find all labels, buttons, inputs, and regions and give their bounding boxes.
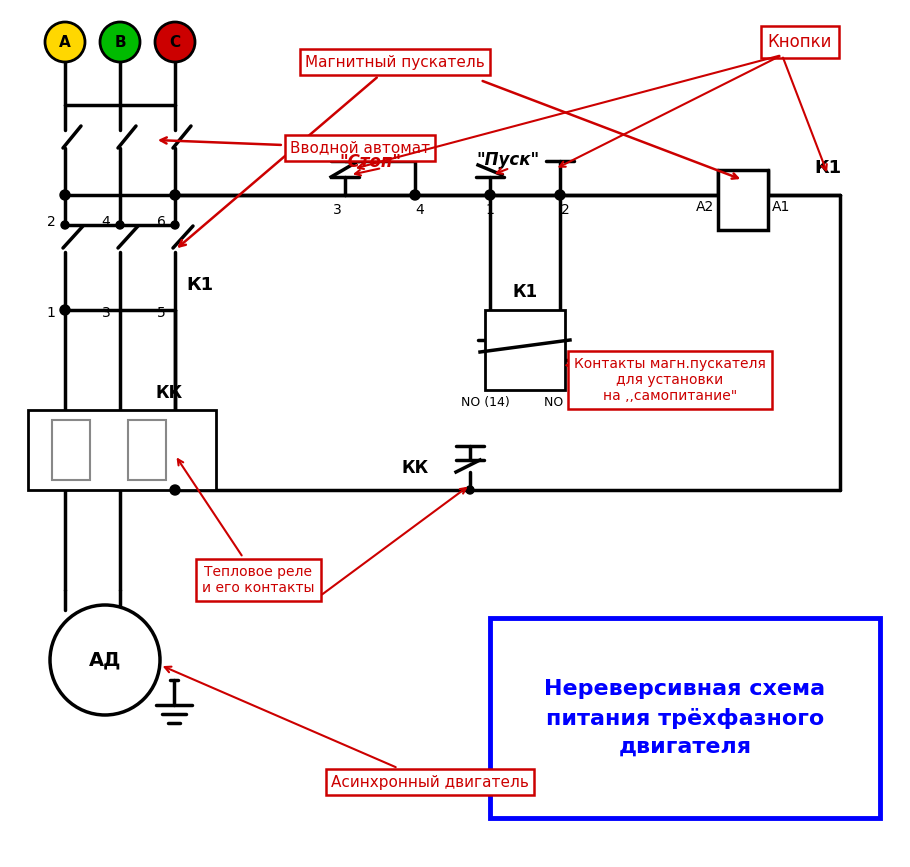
Text: "Стоп": "Стоп" — [339, 153, 401, 171]
Text: 4: 4 — [102, 215, 110, 229]
Text: Магнитный пускатель: Магнитный пускатель — [179, 55, 485, 246]
Text: 3: 3 — [102, 306, 110, 320]
Text: АД: АД — [89, 650, 121, 669]
Text: 4: 4 — [416, 203, 424, 217]
Text: А1: А1 — [772, 200, 791, 214]
Bar — [128, 420, 166, 480]
Text: Кнопки: Кнопки — [768, 33, 832, 51]
FancyBboxPatch shape — [490, 618, 880, 818]
Circle shape — [60, 305, 70, 315]
Circle shape — [171, 221, 179, 229]
Text: NO (14): NO (14) — [460, 395, 510, 408]
Text: Контакты магн.пускателя
для установки
на ,,самопитание": Контакты магн.пускателя для установки на… — [567, 357, 766, 403]
Text: Тепловое реле
и его контакты: Тепловое реле и его контакты — [177, 460, 314, 595]
Text: 1: 1 — [46, 306, 56, 320]
Text: К1: К1 — [512, 283, 538, 301]
Text: 1: 1 — [486, 203, 494, 217]
Text: К1: К1 — [814, 159, 842, 177]
Bar — [718, 170, 768, 230]
Text: К1: К1 — [187, 276, 214, 294]
Text: Вводной автомат: Вводной автомат — [160, 137, 430, 155]
Text: 2: 2 — [561, 203, 570, 217]
Circle shape — [100, 22, 140, 62]
Text: КК: КК — [401, 459, 429, 477]
Text: 5: 5 — [157, 306, 166, 320]
Circle shape — [485, 190, 495, 200]
Circle shape — [60, 190, 70, 200]
Circle shape — [116, 221, 124, 229]
Bar — [52, 420, 90, 480]
Text: Нереверсивная схема
питания трёхфазного
двигателя: Нереверсивная схема питания трёхфазного … — [544, 679, 825, 757]
Text: А2: А2 — [696, 200, 714, 214]
Text: КК: КК — [155, 384, 182, 402]
Bar — [28, 410, 216, 490]
Circle shape — [170, 485, 180, 495]
Circle shape — [45, 22, 85, 62]
Text: 6: 6 — [157, 215, 166, 229]
Text: С: С — [169, 35, 180, 49]
Circle shape — [170, 190, 180, 200]
Text: 2: 2 — [46, 215, 56, 229]
Circle shape — [61, 221, 69, 229]
Circle shape — [555, 190, 565, 200]
Text: "Пуск": "Пуск" — [477, 151, 540, 169]
Circle shape — [50, 605, 160, 715]
Bar — [485, 310, 565, 390]
Circle shape — [155, 22, 195, 62]
Text: В: В — [114, 35, 126, 49]
Text: NO (13): NO (13) — [543, 395, 592, 408]
Text: А: А — [59, 35, 71, 49]
Circle shape — [410, 190, 420, 200]
Circle shape — [466, 486, 474, 494]
Text: 3: 3 — [333, 203, 341, 217]
Text: Асинхронный двигатель: Асинхронный двигатель — [165, 667, 529, 790]
